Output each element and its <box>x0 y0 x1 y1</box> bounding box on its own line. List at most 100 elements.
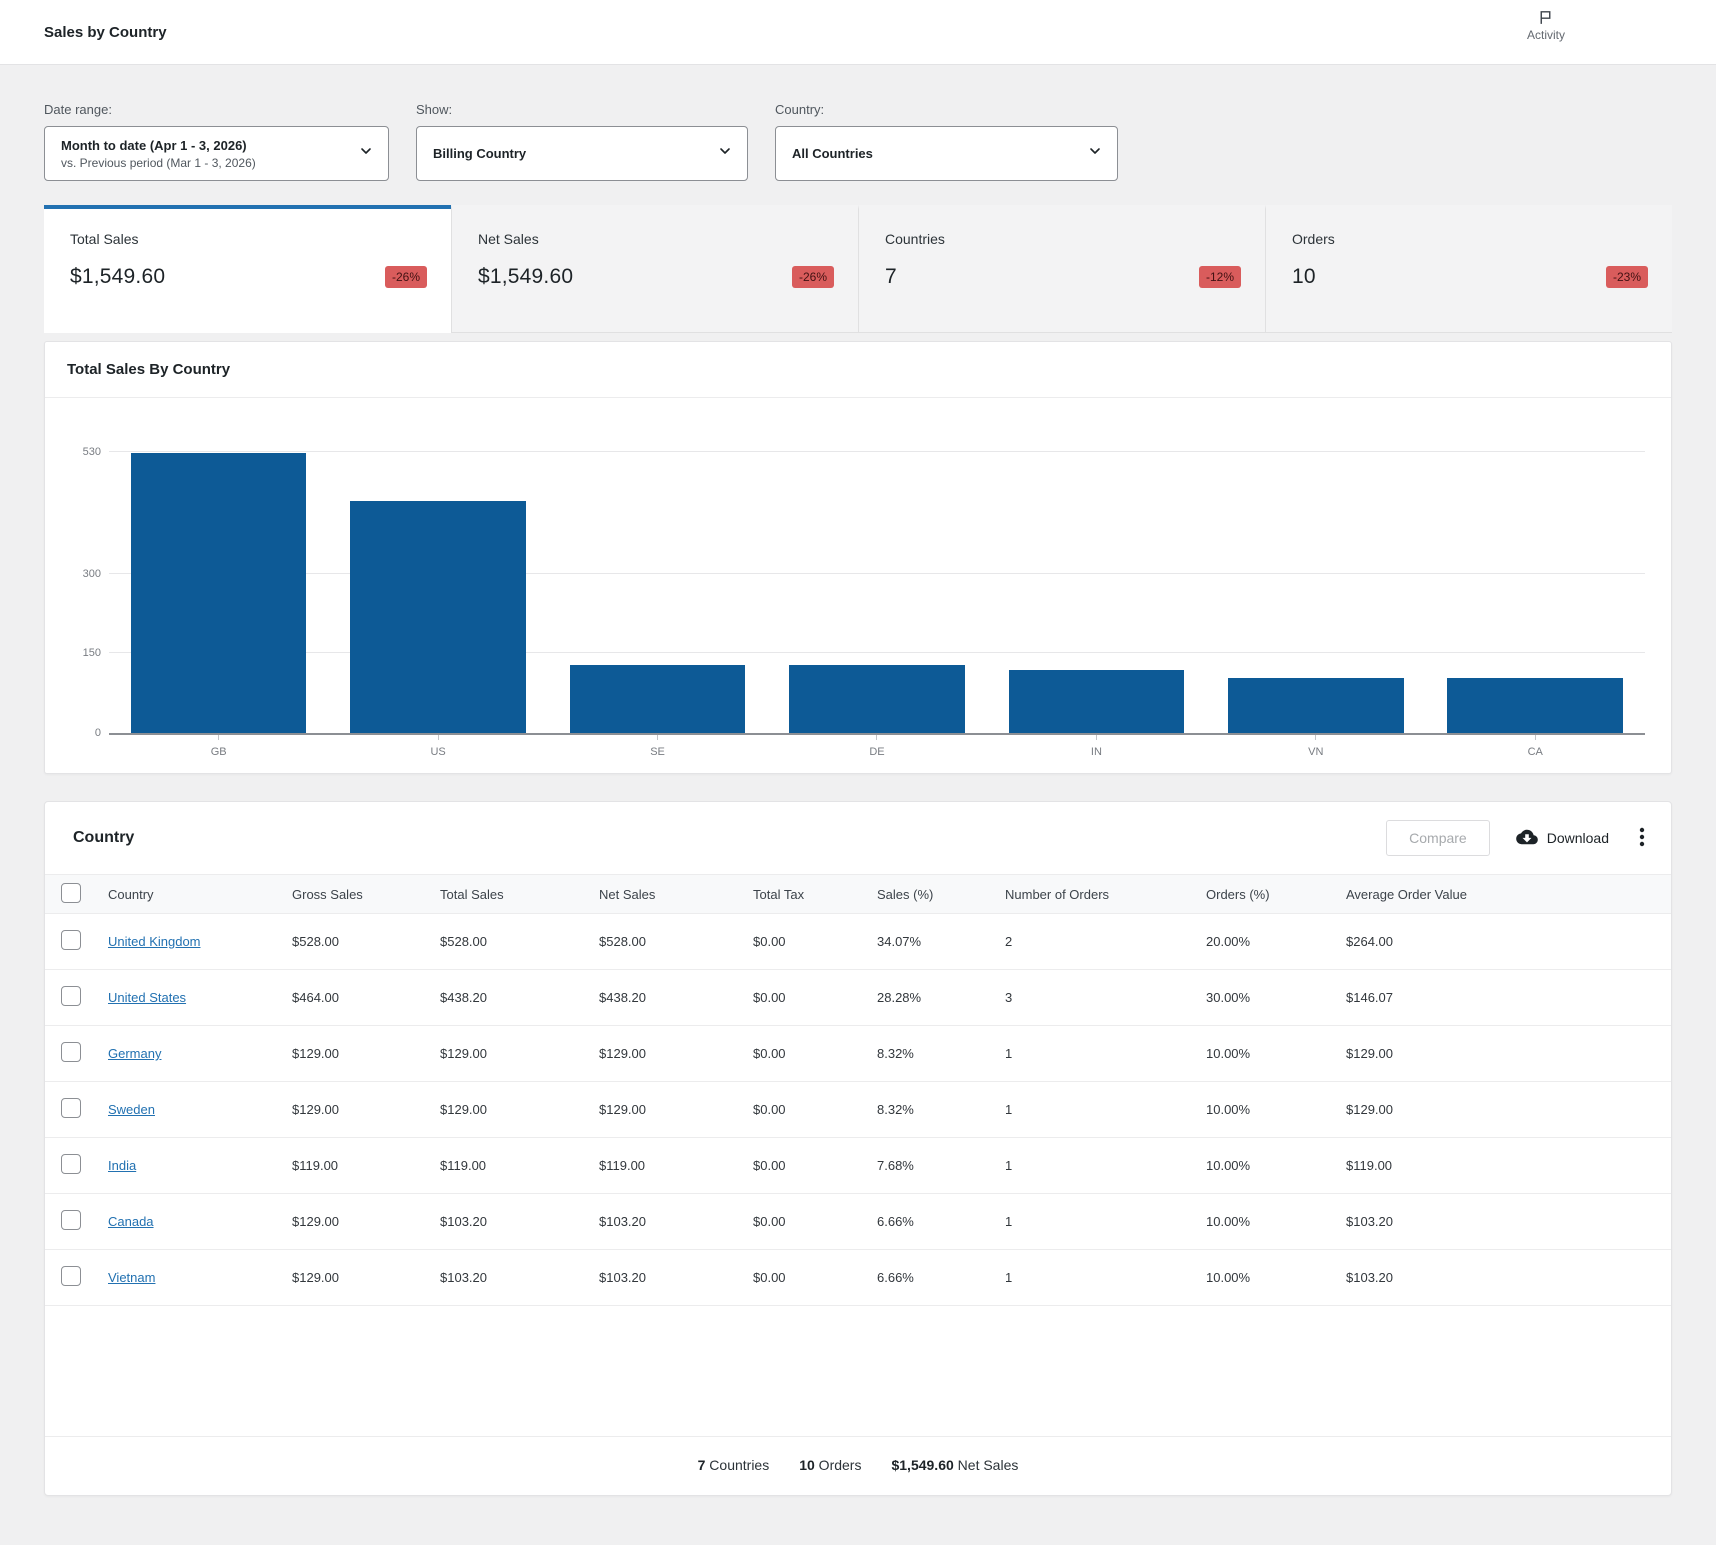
cell-country: United Kingdom <box>108 934 292 949</box>
cell-num-orders: 1 <box>1005 1102 1206 1117</box>
summary-number: $1,549.60 <box>891 1457 953 1473</box>
country-value: All Countries <box>792 146 1077 161</box>
column-header-average-order-value[interactable]: Average Order Value <box>1346 887 1655 902</box>
cell-orders-pct: 10.00% <box>1206 1046 1346 1061</box>
x-tick-in: IN <box>987 735 1206 758</box>
select-all-cell <box>61 883 108 906</box>
kebab-menu-icon[interactable] <box>1635 823 1649 854</box>
cell-total-sales: $129.00 <box>440 1046 599 1061</box>
summary-tile-countries[interactable]: Countries7-12% <box>858 205 1265 333</box>
cell-sales-pct: 28.28% <box>877 990 1005 1005</box>
select-all-checkbox[interactable] <box>61 883 81 903</box>
column-header-country[interactable]: Country <box>108 887 292 902</box>
tile-label: Countries <box>885 231 1241 247</box>
x-tick-label: IN <box>1091 746 1102 758</box>
cell-total-sales: $129.00 <box>440 1102 599 1117</box>
cell-orders-pct: 30.00% <box>1206 990 1346 1005</box>
x-tick-us: US <box>328 735 547 758</box>
cell-country: Germany <box>108 1046 292 1061</box>
row-select-cell <box>61 986 108 1009</box>
country-link[interactable]: United States <box>108 990 186 1005</box>
show-select[interactable]: Billing Country <box>416 126 748 181</box>
compare-button[interactable]: Compare <box>1386 820 1490 856</box>
cell-total-tax: $0.00 <box>753 1214 877 1229</box>
tile-value: $1,549.60 <box>478 265 573 289</box>
cell-country: Sweden <box>108 1102 292 1117</box>
tick-mark <box>1535 735 1536 740</box>
row-select-cell <box>61 1098 108 1121</box>
cell-num-orders: 1 <box>1005 1158 1206 1173</box>
tick-mark <box>1315 735 1316 740</box>
cell-total-sales: $438.20 <box>440 990 599 1005</box>
row-checkbox[interactable] <box>61 1210 81 1230</box>
column-header-number-of-orders[interactable]: Number of Orders <box>1005 887 1206 902</box>
summary-tile-total-sales[interactable]: Total Sales$1,549.60-26% <box>44 205 451 333</box>
chart-bar-se <box>570 665 746 733</box>
column-header-gross-sales[interactable]: Gross Sales <box>292 887 440 902</box>
country-link[interactable]: Canada <box>108 1214 154 1229</box>
column-header-net-sales[interactable]: Net Sales <box>599 887 753 902</box>
date-range-compare: vs. Previous period (Mar 1 - 3, 2026) <box>61 156 348 170</box>
cell-gross-sales: $129.00 <box>292 1270 440 1285</box>
country-link[interactable]: India <box>108 1158 136 1173</box>
tile-value: 10 <box>1292 265 1316 289</box>
row-checkbox[interactable] <box>61 930 81 950</box>
table-row: Canada$129.00$103.20$103.20$0.006.66%110… <box>45 1194 1671 1250</box>
cell-sales-pct: 6.66% <box>877 1270 1005 1285</box>
tick-mark <box>438 735 439 740</box>
cell-num-orders: 2 <box>1005 934 1206 949</box>
cell-num-orders: 1 <box>1005 1270 1206 1285</box>
download-label: Download <box>1547 830 1609 846</box>
y-tick-label-530: 530 <box>63 445 101 459</box>
column-header-orders[interactable]: Orders (%) <box>1206 887 1346 902</box>
delta-badge: -26% <box>385 266 427 288</box>
cell-avg-order-value: $264.00 <box>1346 934 1655 949</box>
y-tick-label-0: 0 <box>63 726 101 740</box>
cell-gross-sales: $129.00 <box>292 1102 440 1117</box>
main-content: Date range: Month to date (Apr 1 - 3, 20… <box>0 65 1716 1496</box>
cell-net-sales: $438.20 <box>599 990 753 1005</box>
cell-net-sales: $129.00 <box>599 1046 753 1061</box>
cell-total-sales: $528.00 <box>440 934 599 949</box>
y-tick-label-300: 300 <box>63 567 101 581</box>
tick-mark <box>657 735 658 740</box>
activity-button[interactable]: Activity <box>1527 9 1565 42</box>
country-link[interactable]: Vietnam <box>108 1270 155 1285</box>
row-checkbox[interactable] <box>61 1098 81 1118</box>
x-tick-ca: CA <box>1426 735 1645 758</box>
cell-net-sales: $103.20 <box>599 1270 753 1285</box>
country-link[interactable]: United Kingdom <box>108 934 201 949</box>
tick-mark <box>218 735 219 740</box>
row-checkbox[interactable] <box>61 986 81 1006</box>
table-row: Sweden$129.00$129.00$129.00$0.008.32%110… <box>45 1082 1671 1138</box>
row-checkbox[interactable] <box>61 1154 81 1174</box>
column-header-sales[interactable]: Sales (%) <box>877 887 1005 902</box>
row-select-cell <box>61 1042 108 1065</box>
country-select[interactable]: All Countries <box>775 126 1118 181</box>
row-checkbox[interactable] <box>61 1266 81 1286</box>
download-button[interactable]: Download <box>1516 828 1609 849</box>
chart-bar-vn <box>1228 678 1404 733</box>
cell-avg-order-value: $146.07 <box>1346 990 1655 1005</box>
cell-orders-pct: 20.00% <box>1206 934 1346 949</box>
tile-value: $1,549.60 <box>70 265 165 289</box>
column-header-total-tax[interactable]: Total Tax <box>753 887 877 902</box>
summary-tile-orders[interactable]: Orders10-23% <box>1265 205 1672 333</box>
summary-tile-net-sales[interactable]: Net Sales$1,549.60-26% <box>451 205 858 333</box>
date-range-select[interactable]: Month to date (Apr 1 - 3, 2026) vs. Prev… <box>44 126 389 181</box>
country-link[interactable]: Sweden <box>108 1102 155 1117</box>
cell-num-orders: 1 <box>1005 1046 1206 1061</box>
chart-bar-us <box>350 501 526 733</box>
row-select-cell <box>61 1154 108 1177</box>
table-row: Germany$129.00$129.00$129.00$0.008.32%11… <box>45 1026 1671 1082</box>
country-link[interactable]: Germany <box>108 1046 161 1061</box>
row-checkbox[interactable] <box>61 1042 81 1062</box>
delta-badge: -26% <box>792 266 834 288</box>
x-tick-label: DE <box>869 746 884 758</box>
cell-sales-pct: 8.32% <box>877 1102 1005 1117</box>
cell-avg-order-value: $129.00 <box>1346 1046 1655 1061</box>
cloud-download-icon <box>1516 828 1538 849</box>
flag-icon <box>1537 9 1554 26</box>
y-tick-label-150: 150 <box>63 646 101 660</box>
column-header-total-sales[interactable]: Total Sales <box>440 887 599 902</box>
